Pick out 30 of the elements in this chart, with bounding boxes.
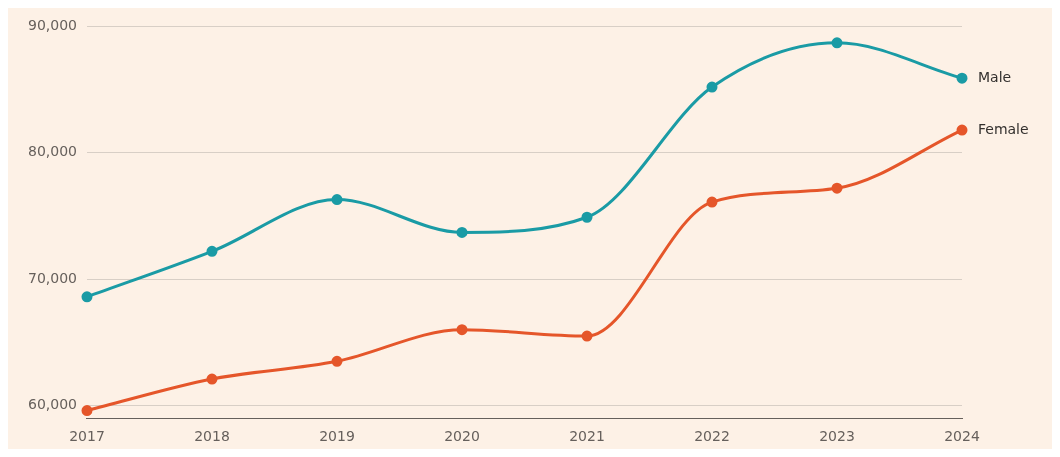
point	[331, 194, 343, 206]
point	[581, 330, 593, 342]
point	[831, 37, 843, 49]
point	[206, 245, 218, 257]
y-tick-label: 60,000	[27, 396, 77, 413]
point	[831, 182, 843, 194]
y-tick-label: 80,000	[27, 143, 77, 160]
point	[206, 373, 218, 385]
x-tick-label: 2024	[944, 428, 980, 445]
x-tick-label: 2023	[819, 428, 855, 445]
point	[81, 405, 93, 417]
point	[706, 81, 718, 93]
series-label: Male	[978, 68, 1012, 85]
x-tick-label: 2017	[69, 428, 105, 445]
point	[456, 324, 468, 336]
point	[956, 124, 968, 136]
series-label: Female	[978, 120, 1029, 137]
x-tick-label: 2022	[694, 428, 730, 445]
point	[706, 196, 718, 208]
point	[581, 211, 593, 223]
x-tick-label: 2018	[194, 428, 230, 445]
point	[456, 226, 468, 238]
point	[956, 72, 968, 84]
point	[331, 355, 343, 367]
x-tick-label: 2020	[444, 428, 480, 445]
y-tick-label: 70,000	[27, 269, 77, 286]
x-tick-label: 2019	[319, 428, 355, 445]
x-tick-label: 2021	[569, 428, 605, 445]
y-tick-label: 90,000	[27, 17, 77, 34]
point	[81, 291, 93, 303]
